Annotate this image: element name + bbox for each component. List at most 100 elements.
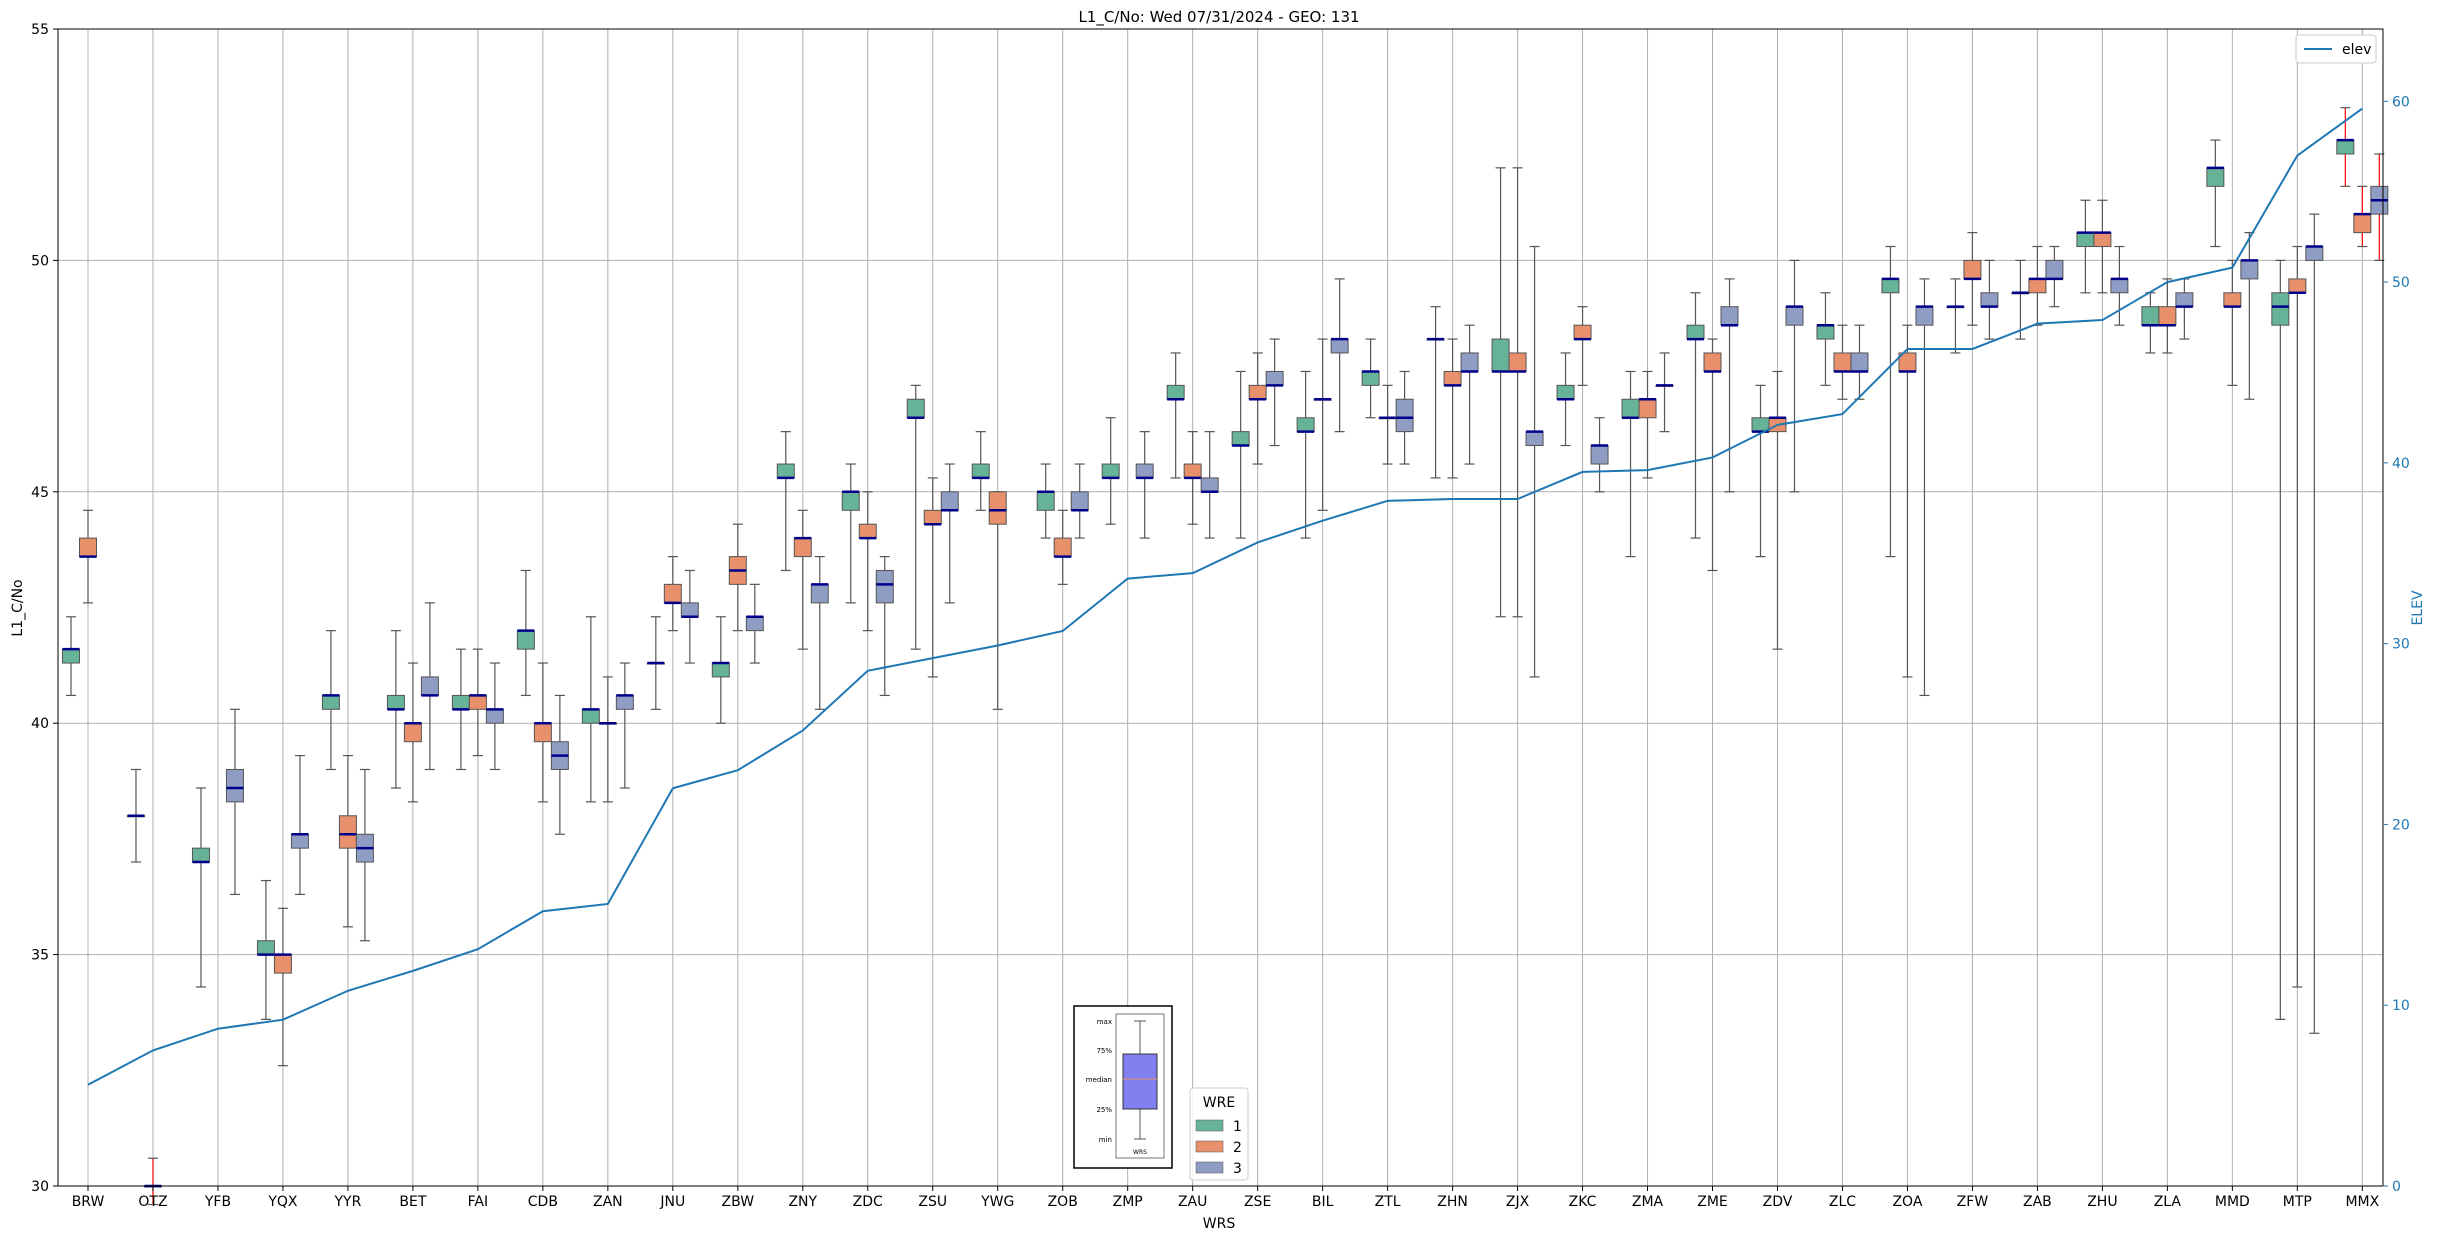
box-mmd-wre1 bbox=[2206, 139, 2225, 248]
x-tick-label: ZAB bbox=[2023, 1194, 2052, 1210]
x-tick-label: ZKC bbox=[1569, 1194, 1597, 1210]
box-iqr bbox=[1248, 384, 1267, 400]
box-zse-wre3 bbox=[1265, 338, 1284, 447]
box-zoa-wre3 bbox=[1915, 278, 1934, 697]
box-otz-wre1 bbox=[126, 768, 145, 863]
x-tick-label: ZSE bbox=[1244, 1194, 1271, 1210]
box-iqr bbox=[745, 616, 764, 632]
y-tick-label: 30 bbox=[31, 1179, 49, 1195]
box-zme-wre1 bbox=[1686, 292, 1705, 539]
box-iqr bbox=[1183, 463, 1202, 479]
x-tick-label: ZJX bbox=[1506, 1194, 1530, 1210]
box-iqr bbox=[1785, 306, 1804, 326]
box-zma-wre3 bbox=[1655, 352, 1674, 433]
x-tick-label: ZLC bbox=[1829, 1194, 1856, 1210]
box-iqr bbox=[1101, 463, 1120, 479]
box-iqr bbox=[1135, 463, 1154, 479]
box-bil-wre1 bbox=[1296, 370, 1315, 539]
box-zmp-wre1 bbox=[1101, 417, 1120, 525]
box-iqr bbox=[940, 491, 959, 511]
box-yyr-wre1 bbox=[321, 630, 340, 771]
box-zab-wre3 bbox=[2045, 245, 2064, 308]
box-zdv-wre2 bbox=[1768, 370, 1787, 650]
box-mtp-wre1 bbox=[2271, 259, 2290, 1020]
box-iqr bbox=[2223, 292, 2242, 308]
y-tick-label: 40 bbox=[31, 716, 49, 732]
box-iqr bbox=[615, 694, 634, 710]
box-zme-wre3 bbox=[1720, 278, 1739, 493]
box-iqr bbox=[2206, 167, 2225, 187]
box-iqr bbox=[1686, 324, 1705, 340]
box-ztl-wre2 bbox=[1378, 384, 1397, 465]
box-yqx-wre1 bbox=[256, 879, 275, 1020]
wre-legend-label: 2 bbox=[1233, 1140, 1242, 1156]
box-zan-wre1 bbox=[581, 616, 600, 803]
box-zhn-wre1 bbox=[1426, 306, 1445, 479]
box-cdb-wre3 bbox=[550, 694, 569, 835]
box-zny-wre1 bbox=[776, 431, 795, 572]
y2-tick-label: 20 bbox=[2392, 817, 2410, 833]
box-zbw-wre1 bbox=[711, 616, 730, 724]
box-brw-wre2 bbox=[79, 509, 97, 604]
box-zme-wre2 bbox=[1703, 338, 1722, 572]
x-axis-label: WRS bbox=[1203, 1216, 1236, 1232]
x-tick-label: ZOB bbox=[1048, 1194, 1078, 1210]
box-iqr bbox=[581, 708, 600, 724]
box-iqr bbox=[1850, 352, 1869, 372]
elev-legend-label: elev bbox=[2342, 42, 2371, 58]
x-tick-label: ZNY bbox=[788, 1194, 817, 1210]
x-tick-label: OTZ bbox=[138, 1194, 167, 1210]
box-iqr bbox=[1231, 431, 1250, 447]
box-iqr bbox=[2353, 213, 2372, 234]
elev-line bbox=[87, 107, 2363, 1086]
box-zjx-wre2 bbox=[1508, 167, 1527, 618]
box-iqr bbox=[468, 694, 487, 710]
box-iqr bbox=[386, 694, 405, 710]
x-tick-label: ZBW bbox=[722, 1194, 755, 1210]
box-iqr bbox=[776, 463, 795, 479]
box-iqr bbox=[2076, 232, 2095, 248]
box-zhn-wre2 bbox=[1443, 338, 1462, 479]
box-mmx-wre2 bbox=[2353, 185, 2372, 248]
x-tick-label: BRW bbox=[72, 1194, 105, 1210]
x-tick-label: ZDV bbox=[1763, 1194, 1793, 1210]
box-iqr bbox=[1816, 324, 1835, 340]
chart-title: L1_C/No: Wed 07/31/2024 - GEO: 131 bbox=[1078, 8, 1359, 27]
box-iqr bbox=[533, 722, 552, 743]
box-zob-wre3 bbox=[1070, 463, 1089, 539]
wre-legend-swatch bbox=[1195, 1161, 1224, 1174]
box-bil-wre3 bbox=[1330, 278, 1349, 433]
y2-tick-label: 40 bbox=[2392, 456, 2410, 472]
box-iqr bbox=[1703, 352, 1722, 372]
box-iqr bbox=[2158, 306, 2177, 326]
box-iqr bbox=[485, 708, 504, 724]
key-xlabel: WRS bbox=[1133, 1149, 1147, 1156]
box-iqr bbox=[1556, 384, 1575, 400]
box-zfw-wre1 bbox=[1946, 278, 1965, 354]
x-tick-label: YFB bbox=[204, 1194, 231, 1210]
box-zse-wre2 bbox=[1248, 352, 1267, 465]
box-cdb-wre1 bbox=[516, 569, 535, 697]
elev-line-layer bbox=[87, 107, 2363, 1086]
box-iqr bbox=[1720, 306, 1739, 326]
box-key-inset: max 75% median 25% min WRS bbox=[1073, 1005, 1173, 1169]
box-iqr bbox=[1330, 338, 1349, 354]
box-mmd-wre3 bbox=[2240, 232, 2259, 400]
x-tick-label: MTP bbox=[2283, 1194, 2312, 1210]
key-box bbox=[1122, 1053, 1158, 1110]
x-tick-label: YQX bbox=[267, 1194, 298, 1210]
box-zla-wre3 bbox=[2175, 278, 2194, 340]
box-iqr bbox=[2028, 278, 2047, 294]
box-zlc-wre3 bbox=[1850, 324, 1869, 400]
box-iqr bbox=[988, 491, 1007, 525]
y2-tick-label: 10 bbox=[2392, 998, 2410, 1014]
box-iqr bbox=[2045, 259, 2064, 280]
box-zob-wre1 bbox=[1036, 463, 1055, 539]
box-jnu-wre1 bbox=[646, 616, 665, 710]
box-iqr bbox=[1621, 398, 1640, 419]
y2-tick-label: 60 bbox=[2392, 94, 2410, 110]
plot-frame bbox=[57, 28, 2384, 1187]
box-zdc-wre3 bbox=[875, 555, 894, 697]
box-yfb-wre1 bbox=[191, 787, 210, 988]
box-zny-wre3 bbox=[810, 555, 829, 710]
